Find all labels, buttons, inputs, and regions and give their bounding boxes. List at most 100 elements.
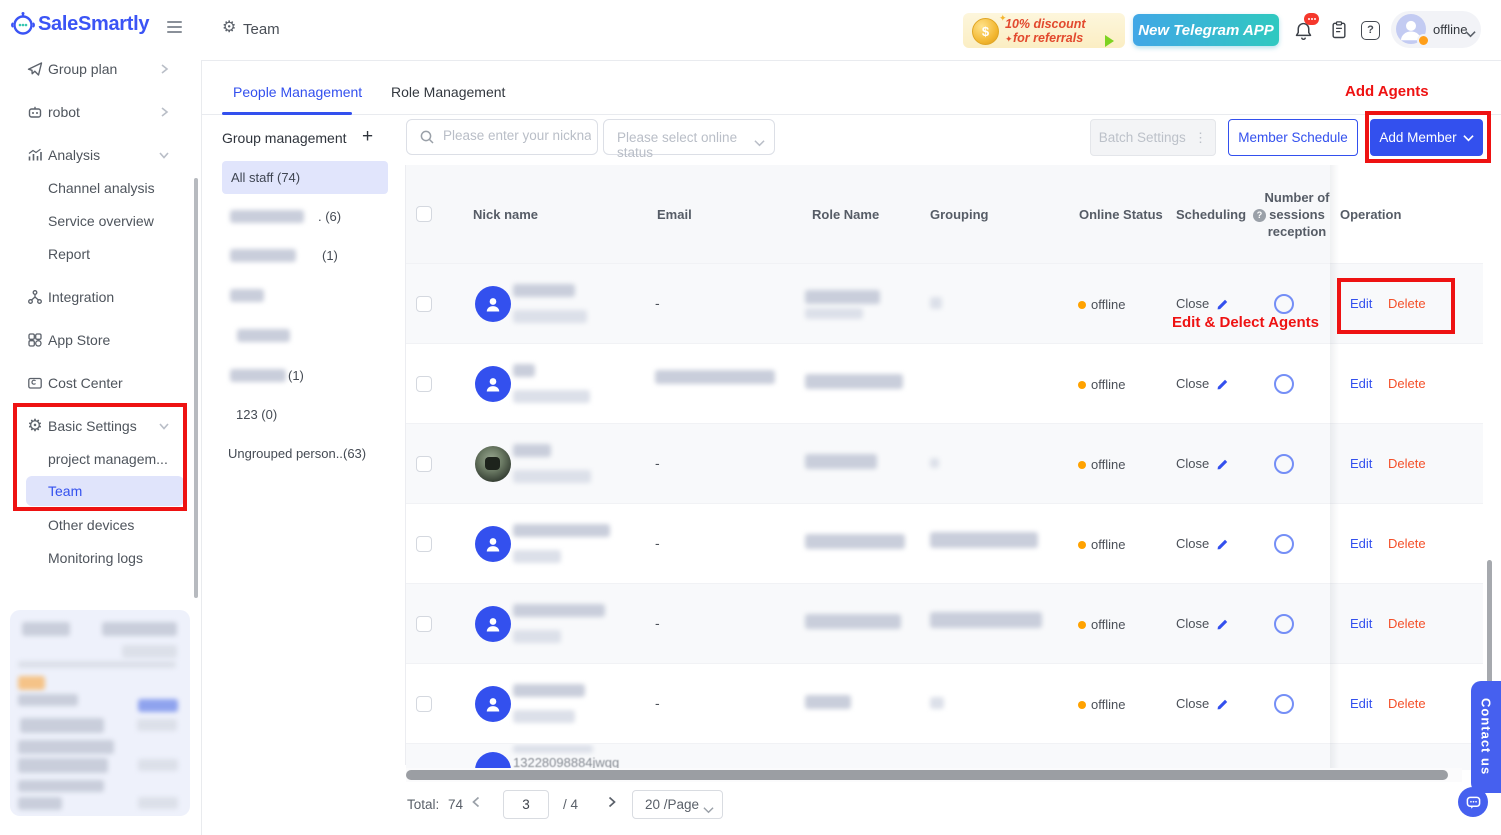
sidebar-item-report[interactable]: Report xyxy=(48,245,91,262)
offline-dot xyxy=(1078,460,1086,469)
user-menu[interactable]: offline xyxy=(1391,11,1481,48)
row-checkbox[interactable] xyxy=(416,616,432,632)
group-item-ungrouped[interactable]: Ungrouped person... (63) xyxy=(228,446,367,461)
blurred-text xyxy=(930,458,939,468)
sidebar-scrollbar[interactable] xyxy=(194,178,198,598)
group-item[interactable] xyxy=(222,280,388,312)
sidebar-item-analysis[interactable]: Analysis xyxy=(0,133,200,176)
sidebar-item-channel-analysis[interactable]: Channel analysis xyxy=(48,179,155,196)
page-number-input[interactable] xyxy=(503,790,549,819)
blurred-text xyxy=(513,310,587,323)
group-item-123[interactable]: 123 (0) xyxy=(236,407,278,422)
blurred-text xyxy=(805,695,851,709)
blurred-text xyxy=(18,740,114,754)
delete-link[interactable]: Delete xyxy=(1388,616,1426,631)
horizontal-scrollbar[interactable] xyxy=(406,768,1462,782)
notification-badge xyxy=(1304,13,1319,25)
blurred-text xyxy=(930,532,1038,548)
group-item[interactable]: (1) xyxy=(222,360,388,392)
row-checkbox[interactable] xyxy=(416,376,432,392)
chat-bubble-icon[interactable] xyxy=(1458,787,1488,817)
tab-people-management[interactable]: People Management xyxy=(233,84,363,100)
online-status: offline xyxy=(1078,377,1125,392)
annotation-edit-delete-agents: Edit & Delect Agents xyxy=(1172,314,1319,331)
page-size-select[interactable]: 20 /Page xyxy=(632,790,723,819)
blurred-text xyxy=(230,289,264,302)
row-checkbox[interactable] xyxy=(416,296,432,312)
row-checkbox[interactable] xyxy=(416,456,432,472)
delete-link[interactable]: Delete xyxy=(1388,456,1426,471)
edit-link[interactable]: Edit xyxy=(1350,296,1373,311)
pencil-icon[interactable] xyxy=(1216,617,1230,631)
pagination-total-value: 74 xyxy=(448,797,464,812)
blurred-text xyxy=(513,710,575,723)
blurred-text xyxy=(230,249,296,262)
delete-link[interactable]: Delete xyxy=(1388,376,1426,391)
sidebar-item-cost-center[interactable]: Cost Center xyxy=(0,361,200,404)
edit-link[interactable]: Edit xyxy=(1350,696,1373,711)
sidebar-item-app-store[interactable]: App Store xyxy=(0,318,200,361)
online-status-select[interactable]: Please select online status xyxy=(603,119,775,160)
member-schedule-button[interactable]: Member Schedule xyxy=(1228,119,1358,156)
edit-link[interactable]: Edit xyxy=(1350,456,1373,471)
horizontal-scrollbar-thumb[interactable] xyxy=(406,770,1448,780)
group-item[interactable]: (1) xyxy=(222,240,388,272)
tab-role-management[interactable]: Role Management xyxy=(391,84,506,100)
contact-us-button[interactable]: Contact us xyxy=(1471,681,1501,793)
sidebar-promo-card[interactable] xyxy=(10,610,190,816)
notification-bell-icon[interactable] xyxy=(1293,20,1314,47)
gear-icon: ⚙ xyxy=(27,416,43,435)
promo-line2: for referrals xyxy=(1013,31,1084,45)
row-checkbox[interactable] xyxy=(416,696,432,712)
pencil-icon[interactable] xyxy=(1216,537,1230,551)
search-input[interactable] xyxy=(441,127,593,144)
help-circle-icon[interactable]: ? xyxy=(1253,209,1266,222)
sidebar-item-robot[interactable]: robot xyxy=(0,90,200,133)
col-sessions: Number of sessions reception xyxy=(1264,190,1330,239)
blurred-text xyxy=(18,758,108,773)
sidebar-item-group-plan[interactable]: Group plan xyxy=(0,47,200,90)
sidebar-item-project-management[interactable]: project managem... xyxy=(48,450,168,467)
pencil-icon[interactable] xyxy=(1216,697,1230,711)
edit-link[interactable]: Edit xyxy=(1350,376,1373,391)
edit-link[interactable]: Edit xyxy=(1350,616,1373,631)
sparkle-icon: ✦ xyxy=(1005,34,1013,44)
batch-settings-button[interactable]: Batch Settings ⋮ xyxy=(1090,119,1216,156)
sidebar-item-basic-settings[interactable]: ⚙ Basic Settings xyxy=(0,404,200,447)
help-icon[interactable]: ? xyxy=(1361,21,1380,40)
col-nick-name: Nick name xyxy=(473,207,539,222)
group-item[interactable]: . (6) xyxy=(222,201,388,233)
row-checkbox[interactable] xyxy=(416,536,432,552)
delete-link[interactable]: Delete xyxy=(1388,536,1426,551)
vertical-scrollbar[interactable] xyxy=(1487,560,1492,742)
referral-promo-badge[interactable]: $ ✦ 10% discount ✦ for referrals xyxy=(963,13,1125,48)
sidebar-item-monitoring-logs[interactable]: Monitoring logs xyxy=(48,549,143,566)
sidebar-item-team[interactable]: Team xyxy=(26,476,184,506)
sidebar-item-other-devices[interactable]: Other devices xyxy=(48,516,135,533)
edit-link[interactable]: Edit xyxy=(1350,536,1373,551)
clipboard-icon[interactable] xyxy=(1329,19,1349,46)
scheduling-cell: Close xyxy=(1176,296,1230,311)
next-page-button[interactable] xyxy=(606,795,618,814)
email-cell: - xyxy=(655,455,660,471)
telegram-app-button[interactable]: New Telegram APP xyxy=(1133,14,1279,46)
pencil-icon[interactable] xyxy=(1216,457,1230,471)
sidebar-item-service-overview[interactable]: Service overview xyxy=(48,212,154,229)
integration-icon xyxy=(26,288,44,306)
add-member-button[interactable]: Add Member xyxy=(1370,119,1483,156)
prev-page-button[interactable] xyxy=(470,795,482,814)
delete-link[interactable]: Delete xyxy=(1388,296,1426,311)
group-item[interactable] xyxy=(222,320,388,352)
select-all-checkbox[interactable] xyxy=(416,206,432,222)
pencil-icon[interactable] xyxy=(1216,297,1230,311)
scheduling-cell: Close xyxy=(1176,696,1230,711)
blurred-text xyxy=(513,470,591,483)
col-grouping: Grouping xyxy=(930,207,989,222)
menu-icon[interactable] xyxy=(167,18,182,36)
sidebar-item-integration[interactable]: Integration xyxy=(0,275,200,318)
delete-link[interactable]: Delete xyxy=(1388,696,1426,711)
add-group-button[interactable]: + xyxy=(362,126,374,147)
blurred-text xyxy=(513,630,561,643)
group-item-all-staff[interactable]: All staff (74) xyxy=(222,161,388,194)
pencil-icon[interactable] xyxy=(1216,377,1230,391)
